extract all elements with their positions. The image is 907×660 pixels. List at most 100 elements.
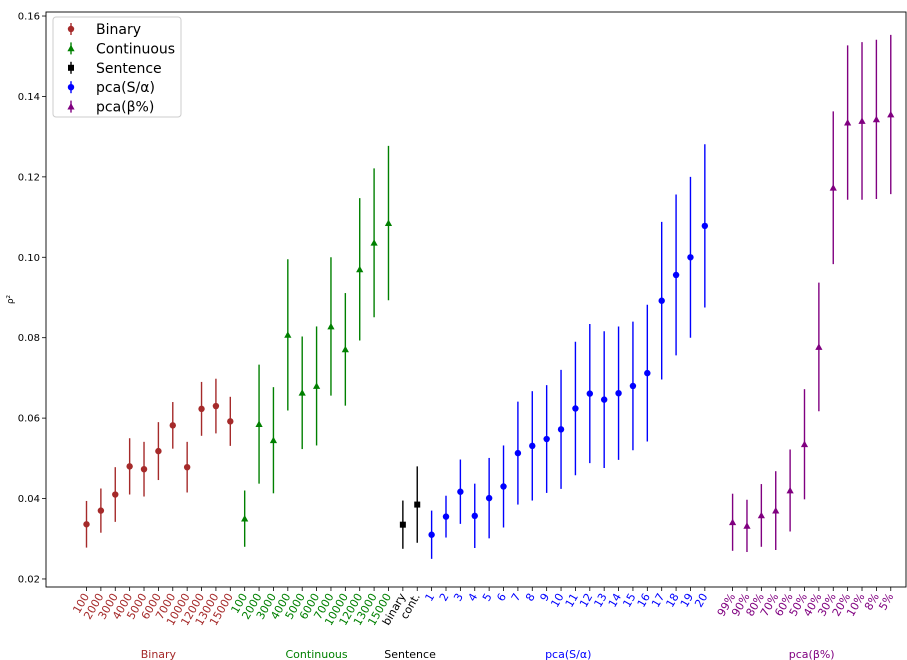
data-point (442, 513, 450, 520)
data-point (500, 483, 507, 490)
group-label: pca(β%) (789, 648, 835, 660)
legend-marker (67, 44, 75, 52)
data-point (529, 442, 536, 450)
data-point (485, 494, 493, 502)
data-point (672, 271, 680, 279)
y-tick-label: 0.10 (18, 253, 40, 264)
x-tick-label: 16 (635, 591, 653, 610)
y-tick-label: 0.16 (18, 12, 40, 23)
data-point (183, 463, 191, 471)
legend-label: Binary (96, 22, 141, 38)
y-axis-label: ρ² (6, 294, 16, 304)
data-point (887, 110, 895, 118)
data-point (169, 422, 176, 429)
x-tick-label: 11 (563, 591, 581, 610)
data-point (701, 222, 709, 230)
data-point (284, 331, 292, 338)
legend-marker (67, 103, 75, 110)
data-point (140, 465, 148, 473)
data-point (644, 369, 651, 377)
x-tick-label: 15 (620, 591, 638, 610)
data-point (815, 343, 823, 350)
data-point (786, 486, 794, 494)
x-tick-label: 2 (437, 591, 452, 604)
data-point (356, 265, 364, 273)
x-tick-labels: 1002000300040005000600070001000012000130… (70, 591, 896, 660)
legend-box (52, 16, 182, 118)
data-point (471, 512, 478, 520)
data-point (658, 297, 665, 304)
data-point (772, 507, 780, 514)
y-tick-label: 0.04 (18, 494, 40, 505)
data-point (687, 254, 694, 261)
data-point (757, 511, 765, 519)
plot-marks (83, 34, 895, 559)
data-point (858, 117, 866, 124)
x-tick-label: 17 (649, 591, 667, 610)
x-tick-label: 18 (663, 591, 681, 610)
data-point (629, 382, 637, 390)
x-tick-label: 5% (876, 591, 896, 613)
legend-marker (67, 84, 75, 91)
legend-label: pca(β%) (96, 100, 154, 116)
x-tick-label: 14 (606, 591, 624, 610)
data-point (83, 521, 90, 528)
axes: 0.02 0.04 0.06 0.08 0.10 0.12 0.14 0.16 ρ² (6, 11, 907, 591)
data-point (384, 219, 393, 226)
x-tick-label: 1 (422, 591, 437, 604)
data-point (743, 522, 751, 529)
legend-label: Sentence (96, 61, 162, 77)
data-point (414, 501, 421, 508)
data-point (615, 389, 622, 397)
group-label: Binary (141, 648, 177, 660)
data-point (514, 449, 522, 457)
x-tick-label: 6 (494, 591, 509, 604)
legend: Binary Continuous Sentence pca(S/α) pca(β%) (52, 16, 182, 118)
plot-frame (45, 11, 907, 588)
data-point (844, 118, 852, 126)
data-point (829, 184, 837, 191)
data-point (97, 507, 105, 514)
data-point (572, 405, 579, 412)
data-point (872, 115, 880, 123)
legend-label: pca(S/α) (96, 80, 155, 96)
y-tick-label: 0.14 (18, 92, 40, 103)
data-point (327, 322, 335, 330)
data-point (543, 435, 550, 443)
y-tick-label: 0.06 (18, 414, 40, 425)
group-label: pca(S/α) (545, 648, 591, 660)
data-point (227, 418, 234, 425)
data-point (126, 463, 133, 470)
data-point (312, 382, 321, 389)
data-point (298, 389, 306, 396)
legend-marker (67, 25, 75, 33)
data-point (341, 345, 349, 353)
data-point (198, 405, 205, 413)
x-tick-label: 10 (548, 591, 566, 610)
x-tick-label: 13 (592, 591, 610, 610)
legend-marker (68, 64, 74, 71)
data-point (399, 521, 406, 528)
x-tick-label: 19 (678, 591, 696, 610)
data-point (428, 531, 435, 538)
data-point (586, 390, 593, 397)
data-point (255, 420, 263, 428)
x-tick-label: 20 (692, 591, 710, 610)
data-point (370, 239, 378, 246)
group-label: Continuous (286, 648, 348, 660)
data-point (112, 491, 119, 498)
data-point (800, 440, 809, 448)
legend-label: Continuous (96, 41, 175, 57)
x-tick-label: 8 (523, 591, 538, 604)
data-point (212, 402, 220, 410)
data-point (600, 396, 608, 403)
data-point (269, 436, 278, 444)
group-label: Sentence (384, 648, 436, 660)
data-point (155, 447, 162, 455)
x-tick-label: 7 (509, 591, 524, 604)
data-point (728, 518, 737, 526)
x-tick-label: 3 (451, 591, 466, 604)
y-tick-label: 0.02 (18, 574, 40, 585)
x-tick-label: 4 (466, 591, 481, 604)
